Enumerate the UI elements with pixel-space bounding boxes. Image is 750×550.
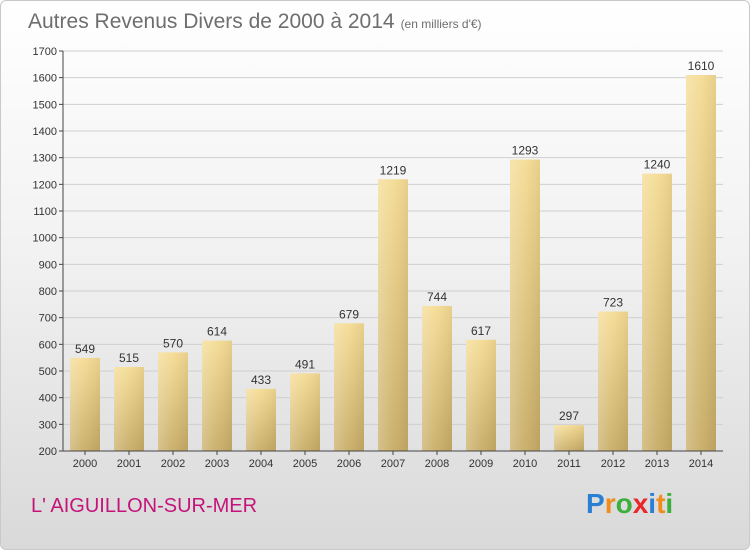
x-tick-label: 2013 bbox=[645, 458, 669, 470]
bar-shade-2001 bbox=[114, 367, 144, 451]
chart-title-main: Autres Revenus Divers de 2000 à 2014 bbox=[28, 10, 395, 33]
data-label-2011: 297 bbox=[559, 409, 579, 423]
y-tick-label: 1500 bbox=[33, 99, 57, 111]
data-label-2012: 723 bbox=[603, 296, 623, 310]
data-label-2007: 1219 bbox=[380, 163, 407, 177]
logo-letter: o bbox=[615, 488, 633, 519]
data-label-2005: 491 bbox=[295, 357, 315, 371]
bar-shade-2011 bbox=[554, 425, 584, 451]
logo-letter: r bbox=[604, 488, 616, 519]
y-tick-label: 700 bbox=[39, 313, 57, 325]
x-tick-label: 2009 bbox=[469, 458, 493, 470]
x-tick-label: 2008 bbox=[425, 458, 449, 470]
data-label-2004: 433 bbox=[251, 373, 271, 387]
y-tick-label: 900 bbox=[39, 259, 57, 271]
x-tick-label: 2002 bbox=[161, 458, 185, 470]
data-label-2009: 617 bbox=[471, 324, 491, 338]
x-tick-label: 2000 bbox=[73, 458, 97, 470]
x-tick-label: 2003 bbox=[205, 458, 229, 470]
x-tick-label: 2007 bbox=[381, 458, 405, 470]
bar-shade-2009 bbox=[466, 339, 496, 451]
chart-title: Autres Revenus Divers de 2000 à 2014 (en … bbox=[28, 10, 482, 34]
x-tick-label: 2010 bbox=[513, 458, 537, 470]
y-tick-label: 500 bbox=[39, 366, 57, 378]
y-tick-label: 1300 bbox=[33, 153, 57, 165]
axes: 200 300 400 500 600 700 800 900 1000 1100 1200 1300… bbox=[33, 46, 723, 470]
x-tick-label: 2001 bbox=[117, 458, 141, 470]
bar-shade-2003 bbox=[202, 340, 232, 451]
data-label-2006: 679 bbox=[339, 307, 359, 321]
bar-shade-2000 bbox=[70, 357, 100, 451]
y-tick-label: 1600 bbox=[33, 73, 57, 85]
y-tick-label: 600 bbox=[39, 339, 57, 351]
bar-shade-2014 bbox=[686, 75, 716, 451]
x-tick-label: 2011 bbox=[557, 458, 581, 470]
data-label-2013: 1240 bbox=[644, 158, 671, 172]
bars bbox=[70, 75, 716, 452]
data-label-2001: 515 bbox=[119, 351, 139, 365]
bar-shade-2008 bbox=[422, 305, 452, 451]
commune-name: L' AIGUILLON-SUR-MER bbox=[31, 495, 258, 517]
bar-shade-2012 bbox=[598, 311, 628, 451]
bar-shade-2013 bbox=[642, 173, 672, 451]
logo-letter: i bbox=[665, 488, 674, 519]
logo-letter: P bbox=[586, 488, 605, 519]
bar-shade-2010 bbox=[510, 159, 540, 452]
x-tick-label: 2006 bbox=[337, 458, 361, 470]
y-tick-label: 1000 bbox=[33, 233, 57, 245]
data-labels: 549 515 570 614 433 491 679 1219 744 617 1293 297 72… bbox=[75, 59, 715, 423]
data-label-2002: 570 bbox=[163, 336, 183, 350]
logo-letter: i bbox=[648, 488, 657, 519]
y-tick-label: 300 bbox=[39, 419, 57, 431]
data-label-2003: 614 bbox=[207, 325, 227, 339]
y-tick-label: 1200 bbox=[33, 179, 57, 191]
bar-shade-2006 bbox=[334, 323, 364, 451]
bar-shade-2002 bbox=[158, 352, 188, 451]
data-label-2010: 1293 bbox=[512, 144, 539, 158]
x-tick-label: 2014 bbox=[689, 458, 713, 470]
data-label-2008: 744 bbox=[427, 290, 447, 304]
data-label-2014: 1610 bbox=[688, 59, 715, 73]
x-tick-label: 2004 bbox=[249, 458, 273, 470]
bar-shade-2007 bbox=[378, 179, 408, 451]
y-tick-label: 1700 bbox=[33, 46, 57, 58]
y-tick-label: 400 bbox=[39, 393, 57, 405]
logo-letter: x bbox=[632, 488, 649, 519]
data-label-2000: 549 bbox=[75, 342, 95, 356]
y-tick-label: 1400 bbox=[33, 126, 57, 138]
proxiti-logo[interactable]: Proxiti bbox=[586, 488, 673, 520]
logo-letter: t bbox=[656, 488, 666, 519]
bar-shade-2004 bbox=[246, 388, 276, 451]
x-tick-label: 2012 bbox=[601, 458, 625, 470]
y-tick-label: 200 bbox=[39, 446, 57, 458]
y-tick-label: 800 bbox=[39, 286, 57, 298]
y-tick-label: 1100 bbox=[33, 206, 57, 218]
chart-title-unit: (en milliers d'€) bbox=[400, 17, 482, 31]
bar-shade-2005 bbox=[290, 373, 320, 451]
x-tick-label: 2005 bbox=[293, 458, 317, 470]
